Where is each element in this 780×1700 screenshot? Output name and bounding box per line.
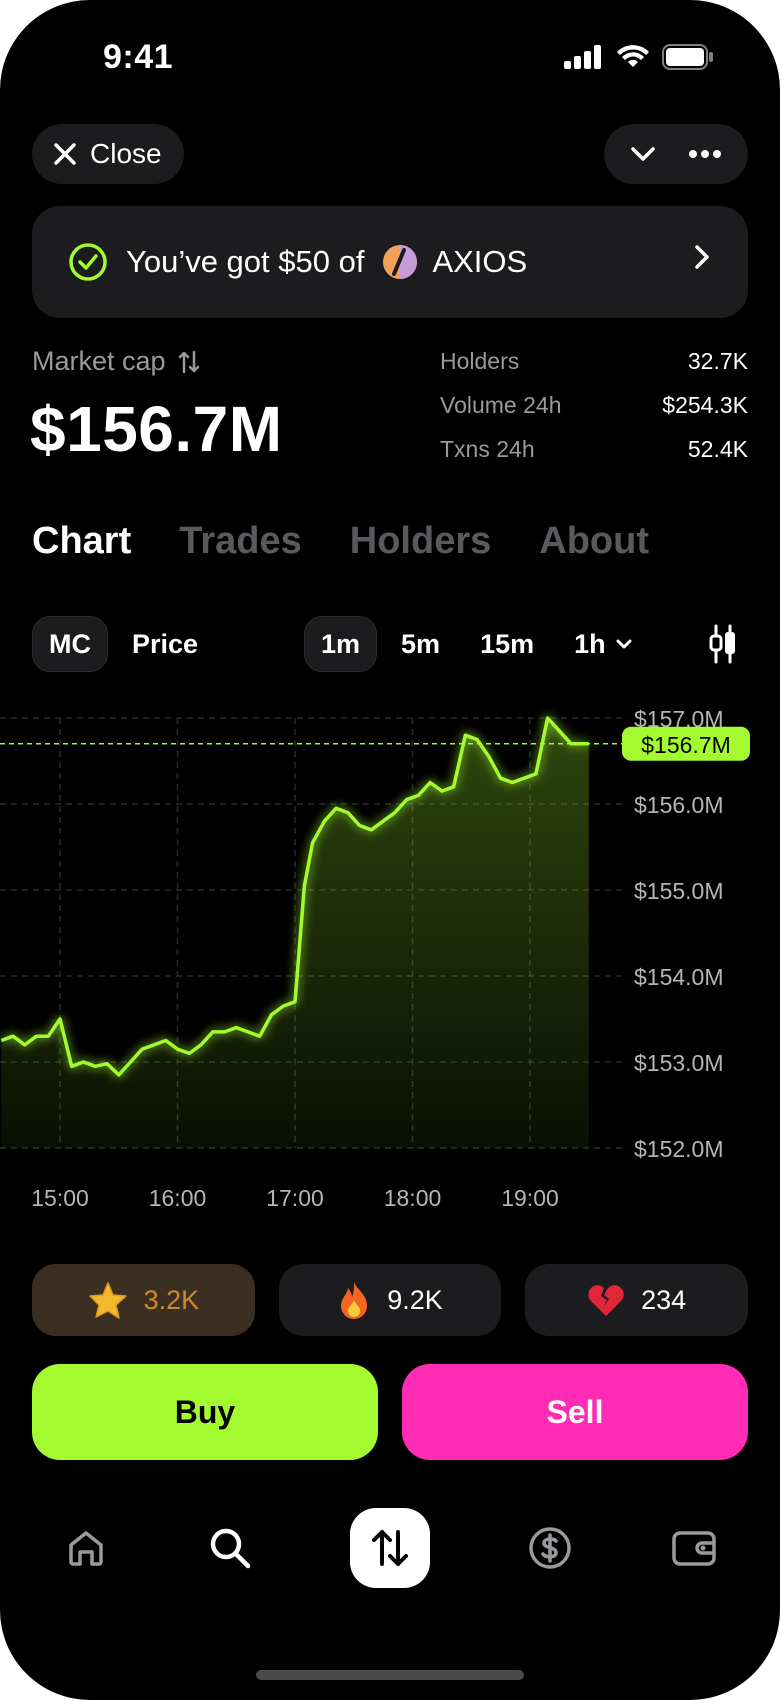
market-cap-chart[interactable]: $157.0M$156.0M$155.0M$154.0M$153.0M$152.…: [0, 690, 780, 1210]
chart-series-line: [0, 716, 589, 1077]
stat-row: Volume 24h $254.3K: [440, 392, 748, 436]
interval-15m-button[interactable]: 15m: [480, 628, 535, 659]
x-tick-label: 15:00: [31, 1185, 89, 1210]
section-tabs: Chart Trades Holders About: [32, 520, 649, 563]
reaction-fire-button[interactable]: 9.2K: [278, 1264, 502, 1336]
chevron-down-icon[interactable]: [630, 146, 656, 162]
token-stats: Holders 32.7K Volume 24h $254.3K Txns 24…: [440, 348, 748, 480]
banner-token: AXIOS: [432, 244, 528, 279]
signal-icon: [564, 45, 601, 69]
broken-heart-icon: [588, 1285, 624, 1316]
stat-row: Txns 24h 52.4K: [440, 436, 748, 480]
interval-5m-button[interactable]: 5m: [401, 628, 441, 659]
tab-chart[interactable]: Chart: [32, 520, 132, 562]
x-tick-label: 17:00: [266, 1185, 324, 1210]
chevron-right-icon: [695, 245, 709, 269]
trade-actions: Buy Sell: [32, 1364, 748, 1460]
tab-about[interactable]: About: [539, 520, 649, 562]
status-time: 9:41: [103, 38, 174, 76]
current-value-badge: [622, 726, 750, 761]
interval-1h-label: 1h: [574, 628, 606, 659]
stat-key: Txns 24h: [440, 436, 535, 462]
candlestick-icon[interactable]: [708, 624, 738, 664]
y-tick-label: $152.0M: [634, 1136, 724, 1162]
stat-value: $254.3K: [662, 392, 748, 418]
buy-button[interactable]: Buy: [32, 1364, 378, 1460]
dollar-circle-icon: [529, 1527, 571, 1569]
y-tick-label: $155.0M: [634, 878, 724, 904]
close-label: Close: [90, 138, 162, 169]
stat-key: Volume 24h: [440, 392, 562, 418]
home-indicator: [256, 1670, 524, 1680]
star-icon: [88, 1282, 127, 1319]
y-tick-label: $156.0M: [634, 792, 724, 818]
promo-banner[interactable]: You’ve got $50 of AXIOS: [32, 206, 748, 318]
x-tick-label: 18:00: [384, 1185, 442, 1210]
sort-arrows-icon: [178, 350, 199, 373]
token-logo-icon: [383, 245, 418, 279]
nav-search[interactable]: [190, 1508, 270, 1588]
stat-value: 32.7K: [687, 348, 748, 374]
status-icons: [564, 44, 714, 70]
stat-value: 52.4K: [687, 436, 748, 462]
battery-icon: [662, 44, 713, 70]
fire-icon: [341, 1282, 368, 1319]
nav-home[interactable]: [46, 1508, 126, 1588]
x-tick-label: 16:00: [149, 1185, 207, 1210]
close-icon: [54, 143, 76, 165]
x-tick-label: 19:00: [501, 1185, 559, 1210]
tab-holders[interactable]: Holders: [349, 520, 492, 562]
more-icon[interactable]: [688, 149, 722, 159]
home-icon: [69, 1531, 103, 1566]
interval-1m-button[interactable]: 1m: [304, 616, 378, 672]
nav-earn[interactable]: [510, 1508, 590, 1588]
y-tick-label: $154.0M: [634, 964, 724, 990]
reaction-count: 9.2K: [387, 1284, 443, 1315]
stat-key: Holders: [440, 348, 520, 374]
check-circle-icon: [69, 243, 107, 281]
stat-row: Holders 32.7K: [440, 348, 748, 392]
interval-selector: 1m 5m 15m 1h: [304, 616, 738, 672]
wifi-icon: [617, 45, 649, 67]
reaction-count: 3.2K: [143, 1284, 200, 1315]
market-cap-label-text: Market cap: [32, 346, 166, 376]
reaction-count: 234: [641, 1284, 687, 1315]
banner-text: You’ve got $50 of: [126, 244, 365, 279]
interval-1h-button[interactable]: 1h: [558, 616, 648, 672]
mode-price-button[interactable]: Price: [132, 628, 199, 659]
chart-area-fill: [1, 718, 589, 1148]
nav-wallet[interactable]: [654, 1508, 734, 1588]
reaction-bar: 3.2K 9.2K 234: [32, 1264, 749, 1336]
reaction-broken-heart-button[interactable]: 234: [525, 1264, 749, 1336]
market-cap-label[interactable]: Market cap: [32, 346, 200, 377]
current-value-label: $156.7M: [641, 732, 731, 758]
mode-mc-button[interactable]: MC: [32, 616, 108, 672]
market-cap-value: $156.7M: [30, 393, 283, 465]
nav-trade[interactable]: [350, 1508, 430, 1588]
bottom-nav: [0, 1508, 780, 1588]
search-icon: [210, 1528, 251, 1569]
swap-arrows-icon: [372, 1530, 408, 1566]
chevron-down-icon: [616, 639, 632, 649]
reaction-star-button[interactable]: 3.2K: [32, 1264, 255, 1336]
tab-trades[interactable]: Trades: [179, 520, 302, 562]
wallet-icon: [672, 1531, 716, 1566]
close-button[interactable]: Close: [32, 124, 184, 184]
y-tick-label: $153.0M: [634, 1050, 724, 1076]
sell-button[interactable]: Sell: [402, 1364, 748, 1460]
chart-mode-toggle: MC Price: [32, 616, 214, 672]
top-actions: [604, 124, 748, 184]
